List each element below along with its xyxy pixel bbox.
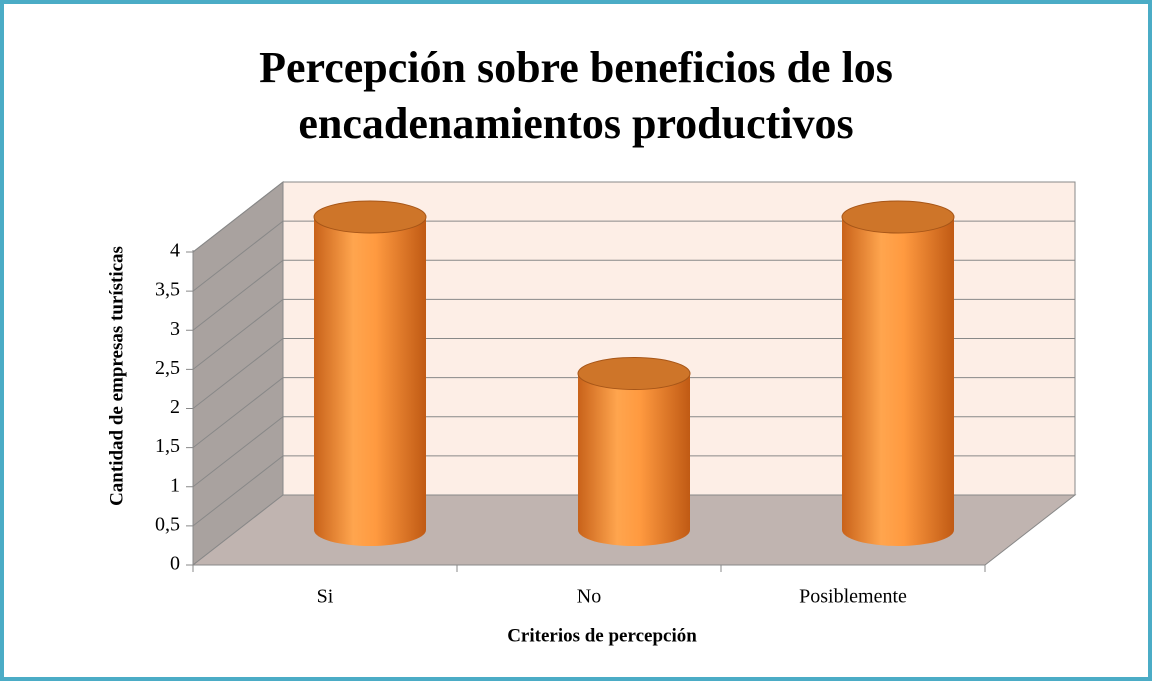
cylinder-top — [841, 200, 955, 234]
y-tick-label: 2,5 — [155, 357, 180, 379]
x-axis-title: Criterios de percepción — [507, 625, 697, 646]
cylinder-top — [313, 200, 427, 234]
y-tick-label: 4 — [170, 240, 180, 262]
x-tick-label: Si — [317, 586, 334, 608]
y-tick-label: 3,5 — [155, 279, 180, 301]
grid-line — [192, 338, 284, 409]
cylinder — [577, 357, 691, 546]
y-tick-label: 1,5 — [155, 435, 180, 457]
y-axis-title: Cantidad de empresas turísticas — [106, 246, 127, 506]
cylinder-body — [842, 217, 954, 546]
y-tick-label: 3 — [170, 318, 180, 340]
grid-line — [192, 181, 284, 253]
grid-line — [192, 455, 284, 527]
x-tick-label: Posiblemente — [799, 586, 907, 608]
grid-line — [192, 259, 284, 331]
cylinder — [313, 200, 427, 546]
cylinder-top — [577, 357, 691, 390]
grid-line — [192, 377, 284, 449]
cylinder-body — [578, 373, 690, 546]
cylinder-body — [314, 217, 426, 546]
y-tick-label: 2 — [170, 396, 180, 418]
grid-line — [192, 298, 284, 370]
chart-title: Percepción sobre beneficios de los encad… — [259, 43, 893, 148]
grid-line — [192, 416, 284, 488]
y-tick-label: 1 — [170, 474, 180, 496]
grid-line — [192, 220, 284, 292]
y-tick-label: 0,5 — [155, 513, 180, 535]
y-tick-label: 0 — [170, 553, 180, 575]
x-tick-label: No — [577, 586, 601, 608]
cylinder — [841, 200, 955, 546]
